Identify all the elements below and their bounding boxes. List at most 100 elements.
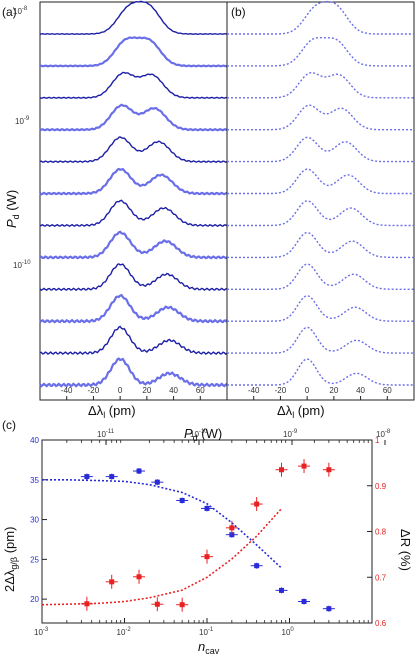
blue-data-point	[84, 474, 90, 480]
panel-a-y-tick-label: 10-9	[15, 116, 30, 126]
spectrum-trace	[40, 325, 228, 356]
spectrum-trace	[227, 104, 414, 131]
blue-data-point	[301, 599, 307, 605]
spectrum-trace	[227, 295, 414, 322]
x-tick-label: 0	[305, 386, 310, 395]
tick-base: 10	[376, 430, 385, 439]
red-data-point	[204, 554, 210, 560]
panel-c-left-label-sub: g/β	[9, 557, 19, 570]
x-tick-label: 10-1	[199, 627, 214, 637]
red-data-point	[279, 467, 285, 473]
x-tick-label: 40	[356, 386, 365, 395]
right-tick-label: 1	[375, 436, 380, 445]
panel-c-label: (c)	[2, 418, 16, 432]
panel-a-y-tick-label: 10-8	[13, 6, 28, 16]
tick-exponent: -8	[385, 429, 391, 435]
panel-b: (b) -40 -20 0 20 40 60 Δλl (pm)	[226, 0, 415, 420]
panel-a-y-label-unit: (W)	[4, 190, 19, 215]
blue-data-point	[279, 587, 285, 593]
panel-b-x-axis-label: Δλl (pm)	[277, 403, 325, 420]
panel-c-frame	[41, 439, 373, 624]
tick-base: 10	[97, 430, 106, 439]
red-data-point	[301, 463, 307, 469]
tick-exponent: -11	[106, 429, 115, 435]
right-tick-label: 0.8	[375, 528, 387, 537]
right-tick-label: 0.9	[375, 482, 387, 491]
x-tick-label: 60	[383, 386, 392, 395]
panel-a-y-label-main: P	[4, 219, 19, 228]
tick-base: 10	[190, 430, 199, 439]
panel-c-top-label-unit: (W)	[198, 426, 223, 441]
panel-a-x-axis-label: Δλl (pm)	[88, 403, 136, 420]
red-model-curve	[41, 508, 283, 606]
blue-data-point	[204, 505, 210, 511]
red-data-point	[109, 579, 115, 585]
red-data-point	[179, 602, 185, 608]
tick-base: 10	[13, 7, 22, 16]
x-tick-label: -20	[275, 386, 287, 395]
x-tick-label: 20	[329, 386, 338, 395]
panel-c-x-axis-label: ncav	[198, 639, 220, 655]
tick-base: 10	[117, 628, 126, 637]
spectrum-trace	[227, 231, 414, 259]
panel-a-y-tick-label: 10-10	[13, 260, 31, 270]
red-data-point	[254, 501, 260, 507]
red-data-point	[229, 525, 235, 531]
blue-data-point	[109, 474, 115, 480]
x-tick-label: -40	[248, 386, 260, 395]
tick-exponent: -8	[22, 6, 28, 12]
tick-base: 10	[199, 628, 208, 637]
red-data-point	[326, 467, 332, 473]
spectrum-trace	[227, 136, 414, 163]
panel-a-traces	[39, 0, 228, 388]
blue-data-point	[154, 479, 160, 485]
x-tick-label: 60	[196, 386, 205, 395]
panel-a-frame	[39, 1, 228, 401]
spectrum-trace	[39, 0, 228, 36]
panel-b-frame	[226, 1, 415, 401]
top-tick-label: 10-9	[283, 429, 298, 439]
spectrum-trace	[39, 230, 228, 260]
panel-a: (a) -40 -20 0 20 40 60 10-8 10-9 10-10 Pd (W)…	[2, 0, 228, 420]
x-tick-label: 10-2	[117, 627, 132, 637]
panel-b-x-ticks: -40 -20 0 20 40 60	[248, 386, 392, 400]
blue-data-point	[136, 468, 142, 474]
panel-a-x-label-unit: (pm)	[105, 403, 135, 418]
tick-base: 10	[34, 628, 43, 637]
tick-exponent: -10	[199, 429, 208, 435]
panel-c-left-label-main: 2Δλ	[2, 569, 17, 592]
panel-b-label: (b)	[231, 5, 246, 19]
blue-data-point	[179, 497, 185, 503]
panel-a-label: (a)	[2, 5, 17, 19]
tick-base: 10	[13, 261, 22, 270]
panel-b-x-label-sub: l	[292, 410, 294, 420]
panel-b-traces	[227, 0, 414, 386]
x-tick-label: -40	[61, 386, 73, 395]
x-tick-label: 40	[169, 386, 178, 395]
blue-model-curve	[42, 479, 283, 569]
tick-base: 10	[15, 117, 24, 126]
panel-a-x-ticks: -40 -20 0 20 40 60	[61, 386, 205, 400]
panel-c-data-points	[80, 459, 335, 612]
panel-c-left-axis-label: 2Δλg/β (pm)	[2, 527, 19, 592]
tick-exponent: -3	[43, 627, 49, 633]
x-tick-label: 10-3	[34, 627, 49, 637]
panel-c-top-label-main: P	[184, 426, 193, 441]
left-tick-label: 25	[30, 555, 39, 564]
tick-exponent: -2	[125, 627, 131, 633]
left-tick-label: 20	[30, 595, 39, 604]
spectrum-trace	[227, 263, 414, 290]
red-data-point	[136, 574, 142, 580]
panel-c-top-label-sub: d	[193, 433, 198, 443]
spectrum-trace	[39, 71, 228, 99]
spectrum-trace	[39, 293, 228, 324]
left-tick-label: 35	[30, 476, 39, 485]
left-tick-label: 40	[30, 436, 39, 445]
red-data-point	[154, 601, 160, 607]
panel-a-y-label-sub: d	[11, 214, 21, 219]
left-tick-label: 30	[30, 516, 39, 525]
x-tick-label: 100	[282, 627, 295, 637]
panel-a-y-axis-label: Pd (W)	[4, 190, 21, 228]
